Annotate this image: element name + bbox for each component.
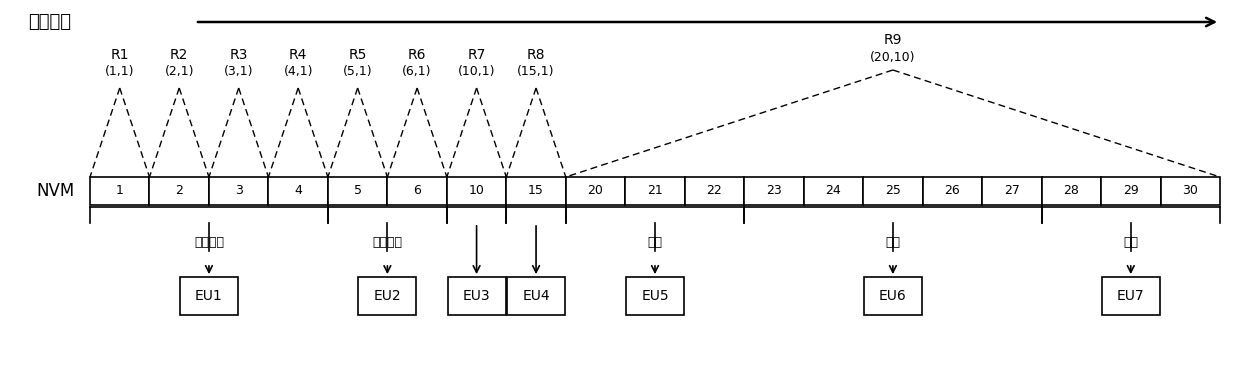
- Text: R8: R8: [527, 48, 546, 62]
- Text: (5,1): (5,1): [342, 65, 372, 79]
- Text: 24: 24: [826, 185, 841, 198]
- Text: NVM: NVM: [36, 182, 74, 200]
- Bar: [565, 177, 625, 205]
- Text: 请求序列: 请求序列: [29, 13, 71, 31]
- Bar: [446, 177, 506, 205]
- Text: 20: 20: [588, 185, 604, 198]
- Bar: [863, 177, 923, 205]
- Bar: [358, 277, 417, 315]
- Text: 22: 22: [707, 185, 723, 198]
- Text: R3: R3: [229, 48, 248, 62]
- Bar: [448, 277, 506, 315]
- Bar: [684, 177, 744, 205]
- Bar: [180, 277, 238, 315]
- Text: EU4: EU4: [522, 289, 549, 303]
- Text: (20,10): (20,10): [870, 51, 915, 63]
- Text: 3: 3: [234, 185, 243, 198]
- Text: 15: 15: [528, 185, 544, 198]
- Text: 26: 26: [945, 185, 960, 198]
- Bar: [387, 177, 446, 205]
- Bar: [625, 177, 684, 205]
- Text: 1: 1: [115, 185, 124, 198]
- Text: (15,1): (15,1): [517, 65, 554, 79]
- Text: EU7: EU7: [1117, 289, 1145, 303]
- Text: 2: 2: [175, 185, 184, 198]
- Bar: [1101, 177, 1161, 205]
- Text: R7: R7: [467, 48, 486, 62]
- Text: 27: 27: [1004, 185, 1019, 198]
- Bar: [268, 177, 327, 205]
- Bar: [1102, 277, 1159, 315]
- Text: (1,1): (1,1): [105, 65, 134, 79]
- Text: EU6: EU6: [879, 289, 906, 303]
- Bar: [864, 277, 921, 315]
- Text: 25: 25: [885, 185, 900, 198]
- Bar: [744, 177, 804, 205]
- Bar: [1161, 177, 1220, 205]
- Text: (4,1): (4,1): [284, 65, 312, 79]
- Text: 数据聚合: 数据聚合: [372, 236, 402, 249]
- Text: EU3: EU3: [463, 289, 490, 303]
- Text: R4: R4: [289, 48, 308, 62]
- Text: 21: 21: [647, 185, 663, 198]
- Text: 拆分: 拆分: [1123, 236, 1138, 249]
- Text: (10,1): (10,1): [458, 65, 495, 79]
- Text: 4: 4: [294, 185, 303, 198]
- Bar: [804, 177, 863, 205]
- Text: 数据聚合: 数据聚合: [193, 236, 224, 249]
- Text: R2: R2: [170, 48, 188, 62]
- Text: 30: 30: [1182, 185, 1198, 198]
- Text: EU2: EU2: [373, 289, 402, 303]
- Text: 拆分: 拆分: [885, 236, 900, 249]
- Text: 10: 10: [469, 185, 485, 198]
- Text: R9: R9: [884, 33, 903, 47]
- Bar: [506, 177, 565, 205]
- Text: (3,1): (3,1): [224, 65, 253, 79]
- Text: 29: 29: [1123, 185, 1138, 198]
- Text: 拆分: 拆分: [647, 236, 662, 249]
- Bar: [327, 177, 387, 205]
- Text: EU5: EU5: [641, 289, 668, 303]
- Text: R5: R5: [348, 48, 367, 62]
- Text: (2,1): (2,1): [165, 65, 193, 79]
- Text: 23: 23: [766, 185, 782, 198]
- Text: 5: 5: [353, 185, 362, 198]
- Bar: [626, 277, 684, 315]
- Bar: [507, 277, 565, 315]
- Text: 6: 6: [413, 185, 422, 198]
- Text: R1: R1: [110, 48, 129, 62]
- Bar: [923, 177, 982, 205]
- Bar: [210, 177, 268, 205]
- Bar: [982, 177, 1042, 205]
- Text: R6: R6: [408, 48, 427, 62]
- Bar: [150, 177, 210, 205]
- Text: (6,1): (6,1): [402, 65, 432, 79]
- Bar: [1042, 177, 1101, 205]
- Text: EU1: EU1: [195, 289, 223, 303]
- Text: 28: 28: [1064, 185, 1079, 198]
- Bar: [91, 177, 150, 205]
